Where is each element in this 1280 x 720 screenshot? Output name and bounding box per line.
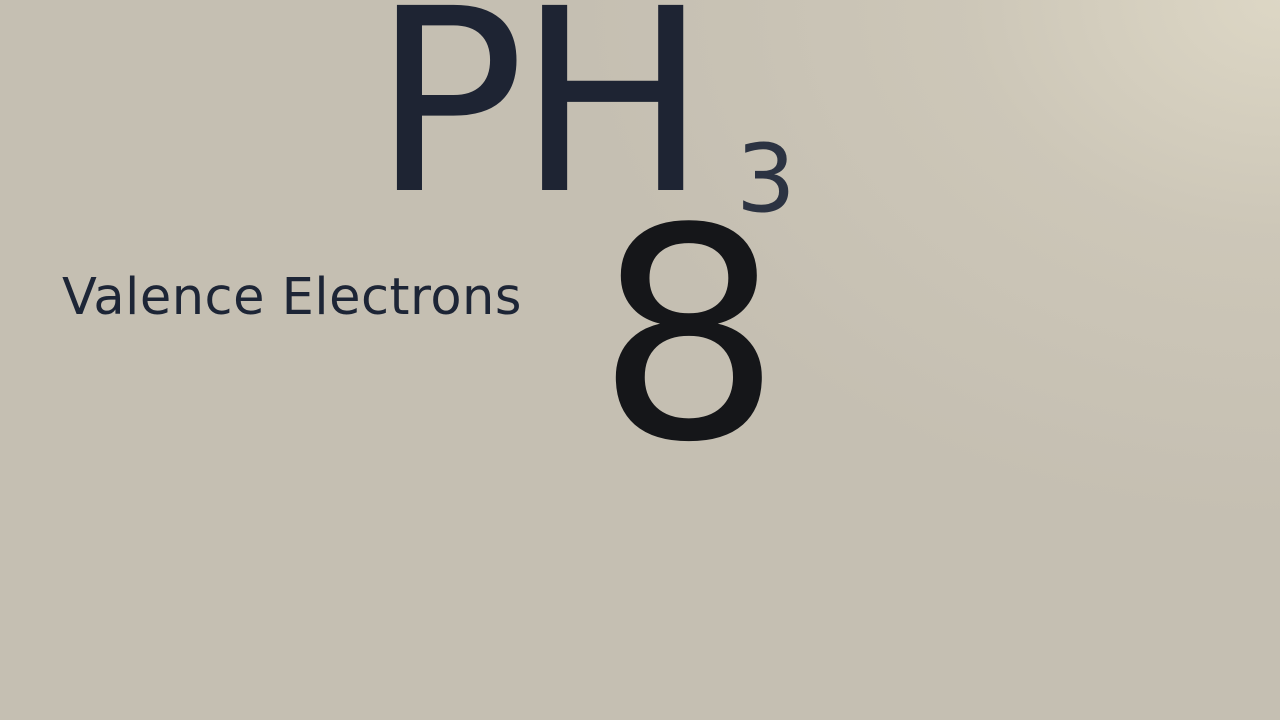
valence-electron-count: 8 [596,166,782,506]
formula-subscript: 3 [736,125,796,234]
valence-electrons-label: Valence Electrons [62,268,522,327]
formula-main: PH [372,0,708,250]
chemical-formula: PH 3 [372,0,796,250]
